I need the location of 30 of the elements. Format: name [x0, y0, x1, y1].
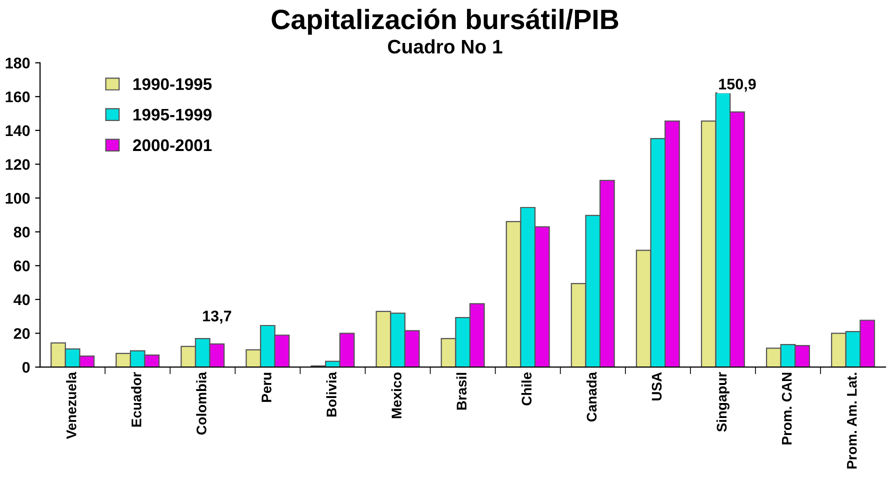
x-tick-label: Chile [521, 372, 532, 406]
y-tick-label: 40 [14, 294, 30, 306]
x-tick-label: Ecuador [131, 372, 142, 427]
y-tick-label: 80 [14, 226, 30, 238]
data-label: 150,9 [719, 78, 756, 92]
chart-title: Capitalización bursátil/PIB [272, 8, 618, 35]
y-tick-label: 180 [6, 58, 30, 68]
legend-label: 2000-2001 [133, 139, 212, 152]
x-tick-label: Colombia [196, 372, 206, 435]
legend-label: 1995-1999 [133, 108, 212, 121]
y-tick-label: 140 [6, 125, 30, 136]
data-label: 13,7 [203, 310, 232, 324]
y-tick-label: 120 [6, 159, 30, 170]
y-tick-label: 0 [22, 362, 30, 373]
x-tick-label: Peru [262, 372, 272, 402]
x-tick-label: Venezuela [66, 372, 76, 440]
x-tick-label: Bolivia [326, 372, 336, 417]
y-tick-label: 20 [14, 328, 30, 339]
legend-label: 1990-1995 [133, 78, 212, 90]
x-tick-label: Canada [586, 372, 597, 422]
x-tick-label: Brasil [456, 372, 467, 410]
y-tick-label: 160 [6, 91, 30, 102]
x-tick-label: Singapur [716, 372, 730, 432]
chart-subtitle: Cuadro No 1 [388, 39, 502, 54]
x-tick-label: Mexico [391, 372, 402, 418]
x-tick-label: Prom. CAN [782, 372, 792, 444]
x-tick-label: Prom. Am. Lat. [847, 372, 857, 468]
y-tick-label: 100 [6, 192, 30, 204]
x-tick-label: USA [652, 372, 662, 400]
y-tick-label: 60 [14, 260, 30, 272]
